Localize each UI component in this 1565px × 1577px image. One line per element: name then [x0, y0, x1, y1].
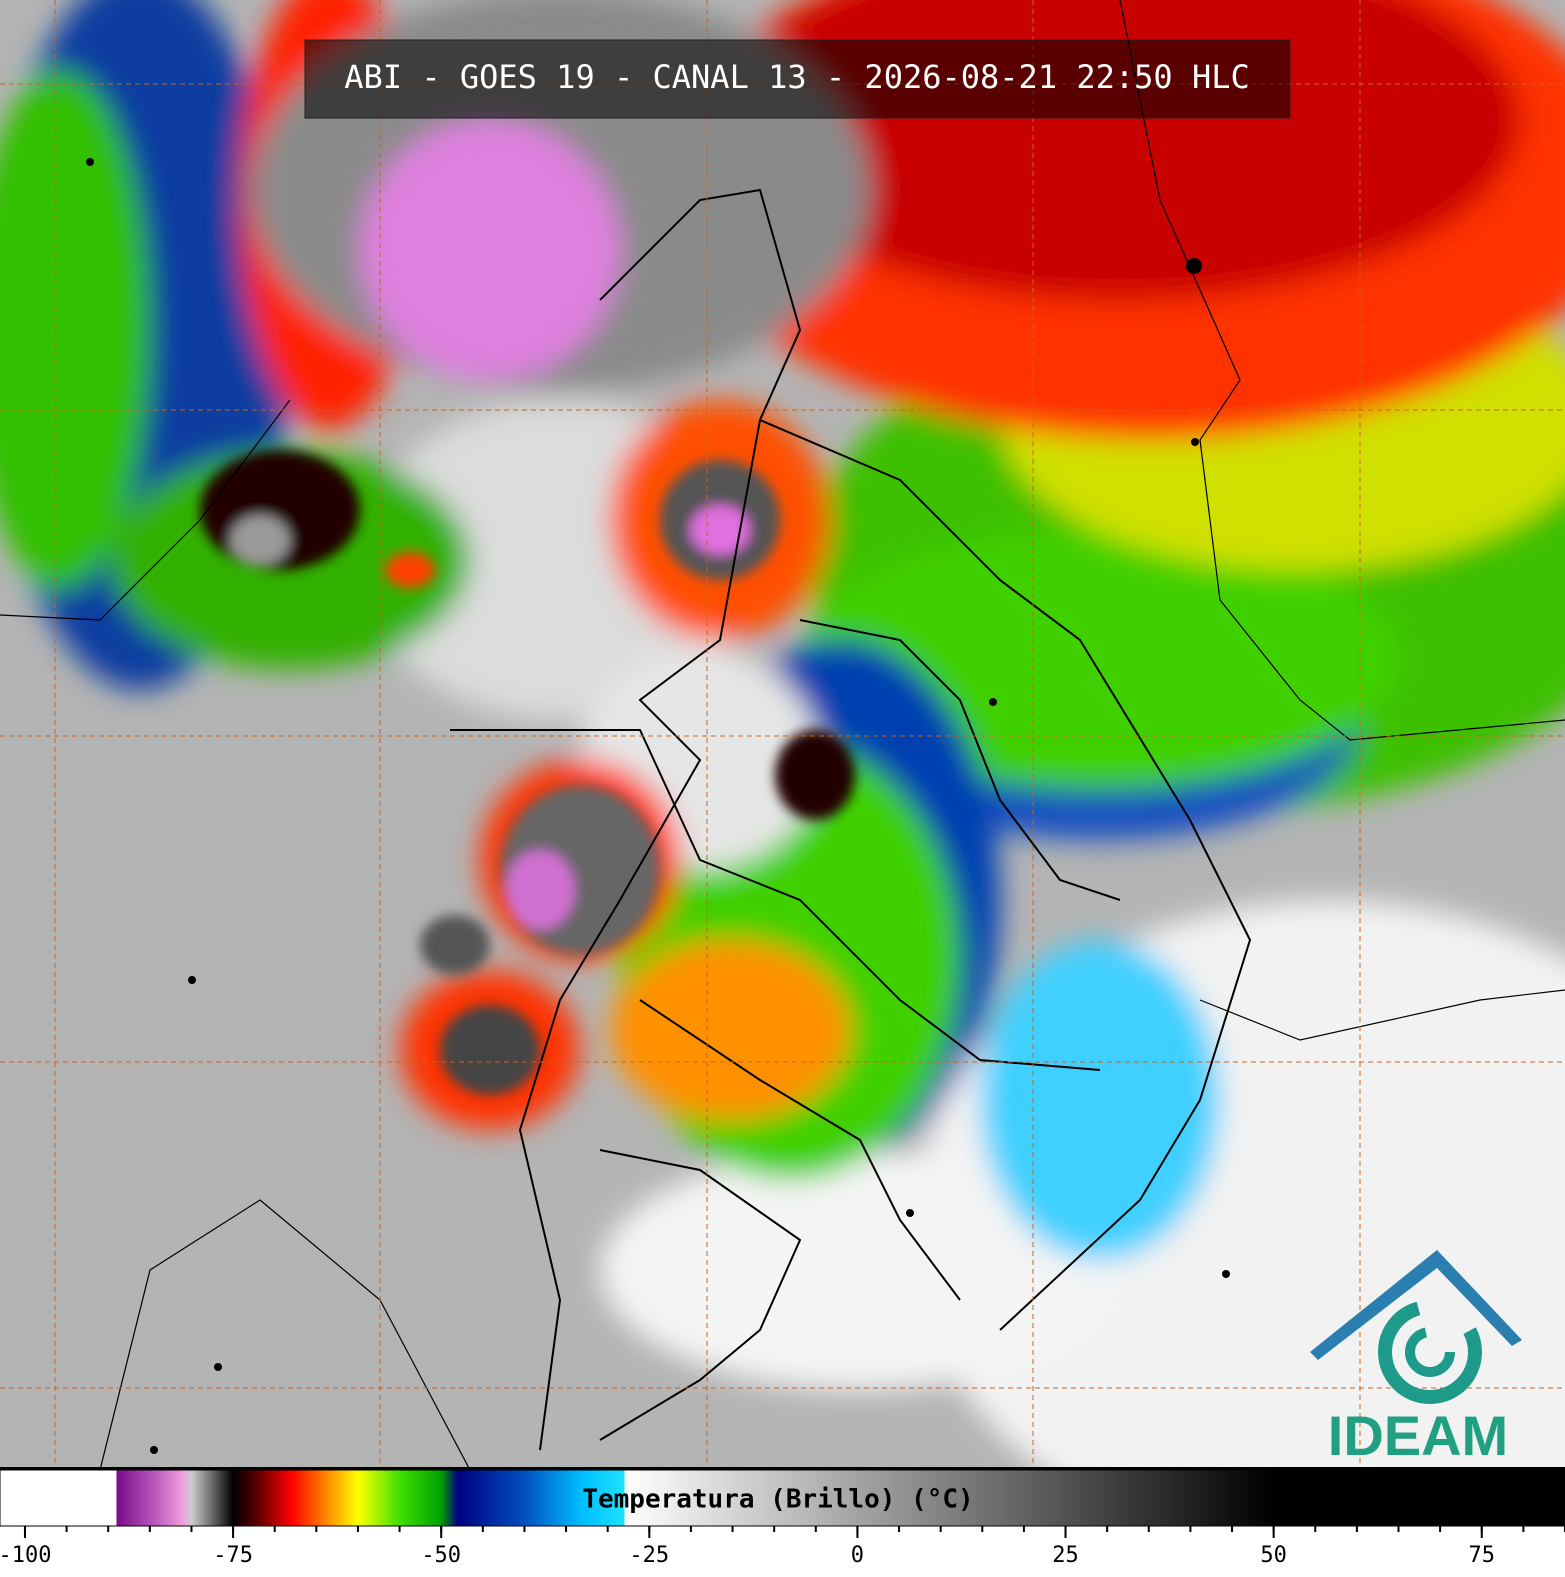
title: ABI - GOES 19 - CANAL 13 - 2026-08-21 22…	[344, 58, 1249, 96]
title-box	[304, 39, 1291, 119]
tick-label: -50	[421, 1543, 461, 1568]
tick-label: 25	[1052, 1543, 1079, 1568]
tick-label: -75	[213, 1543, 253, 1568]
colorbar-label: Temperatura (Brillo) (°C)	[582, 1485, 973, 1515]
tick-label: -25	[629, 1543, 669, 1568]
colorbar: Temperatura (Brillo) (°C) -100 -75 -50 -25 0 2…	[0, 1469, 1565, 1568]
tick-label: 50	[1260, 1543, 1287, 1568]
tick-label: 0	[851, 1543, 864, 1568]
tick-label: -100	[0, 1543, 51, 1568]
colorbar-fill	[0, 1469, 1565, 1527]
tick-label: 75	[1469, 1543, 1496, 1568]
logo-text: IDEAM	[1328, 1404, 1508, 1467]
logo: IDEAM	[1310, 1250, 1522, 1467]
